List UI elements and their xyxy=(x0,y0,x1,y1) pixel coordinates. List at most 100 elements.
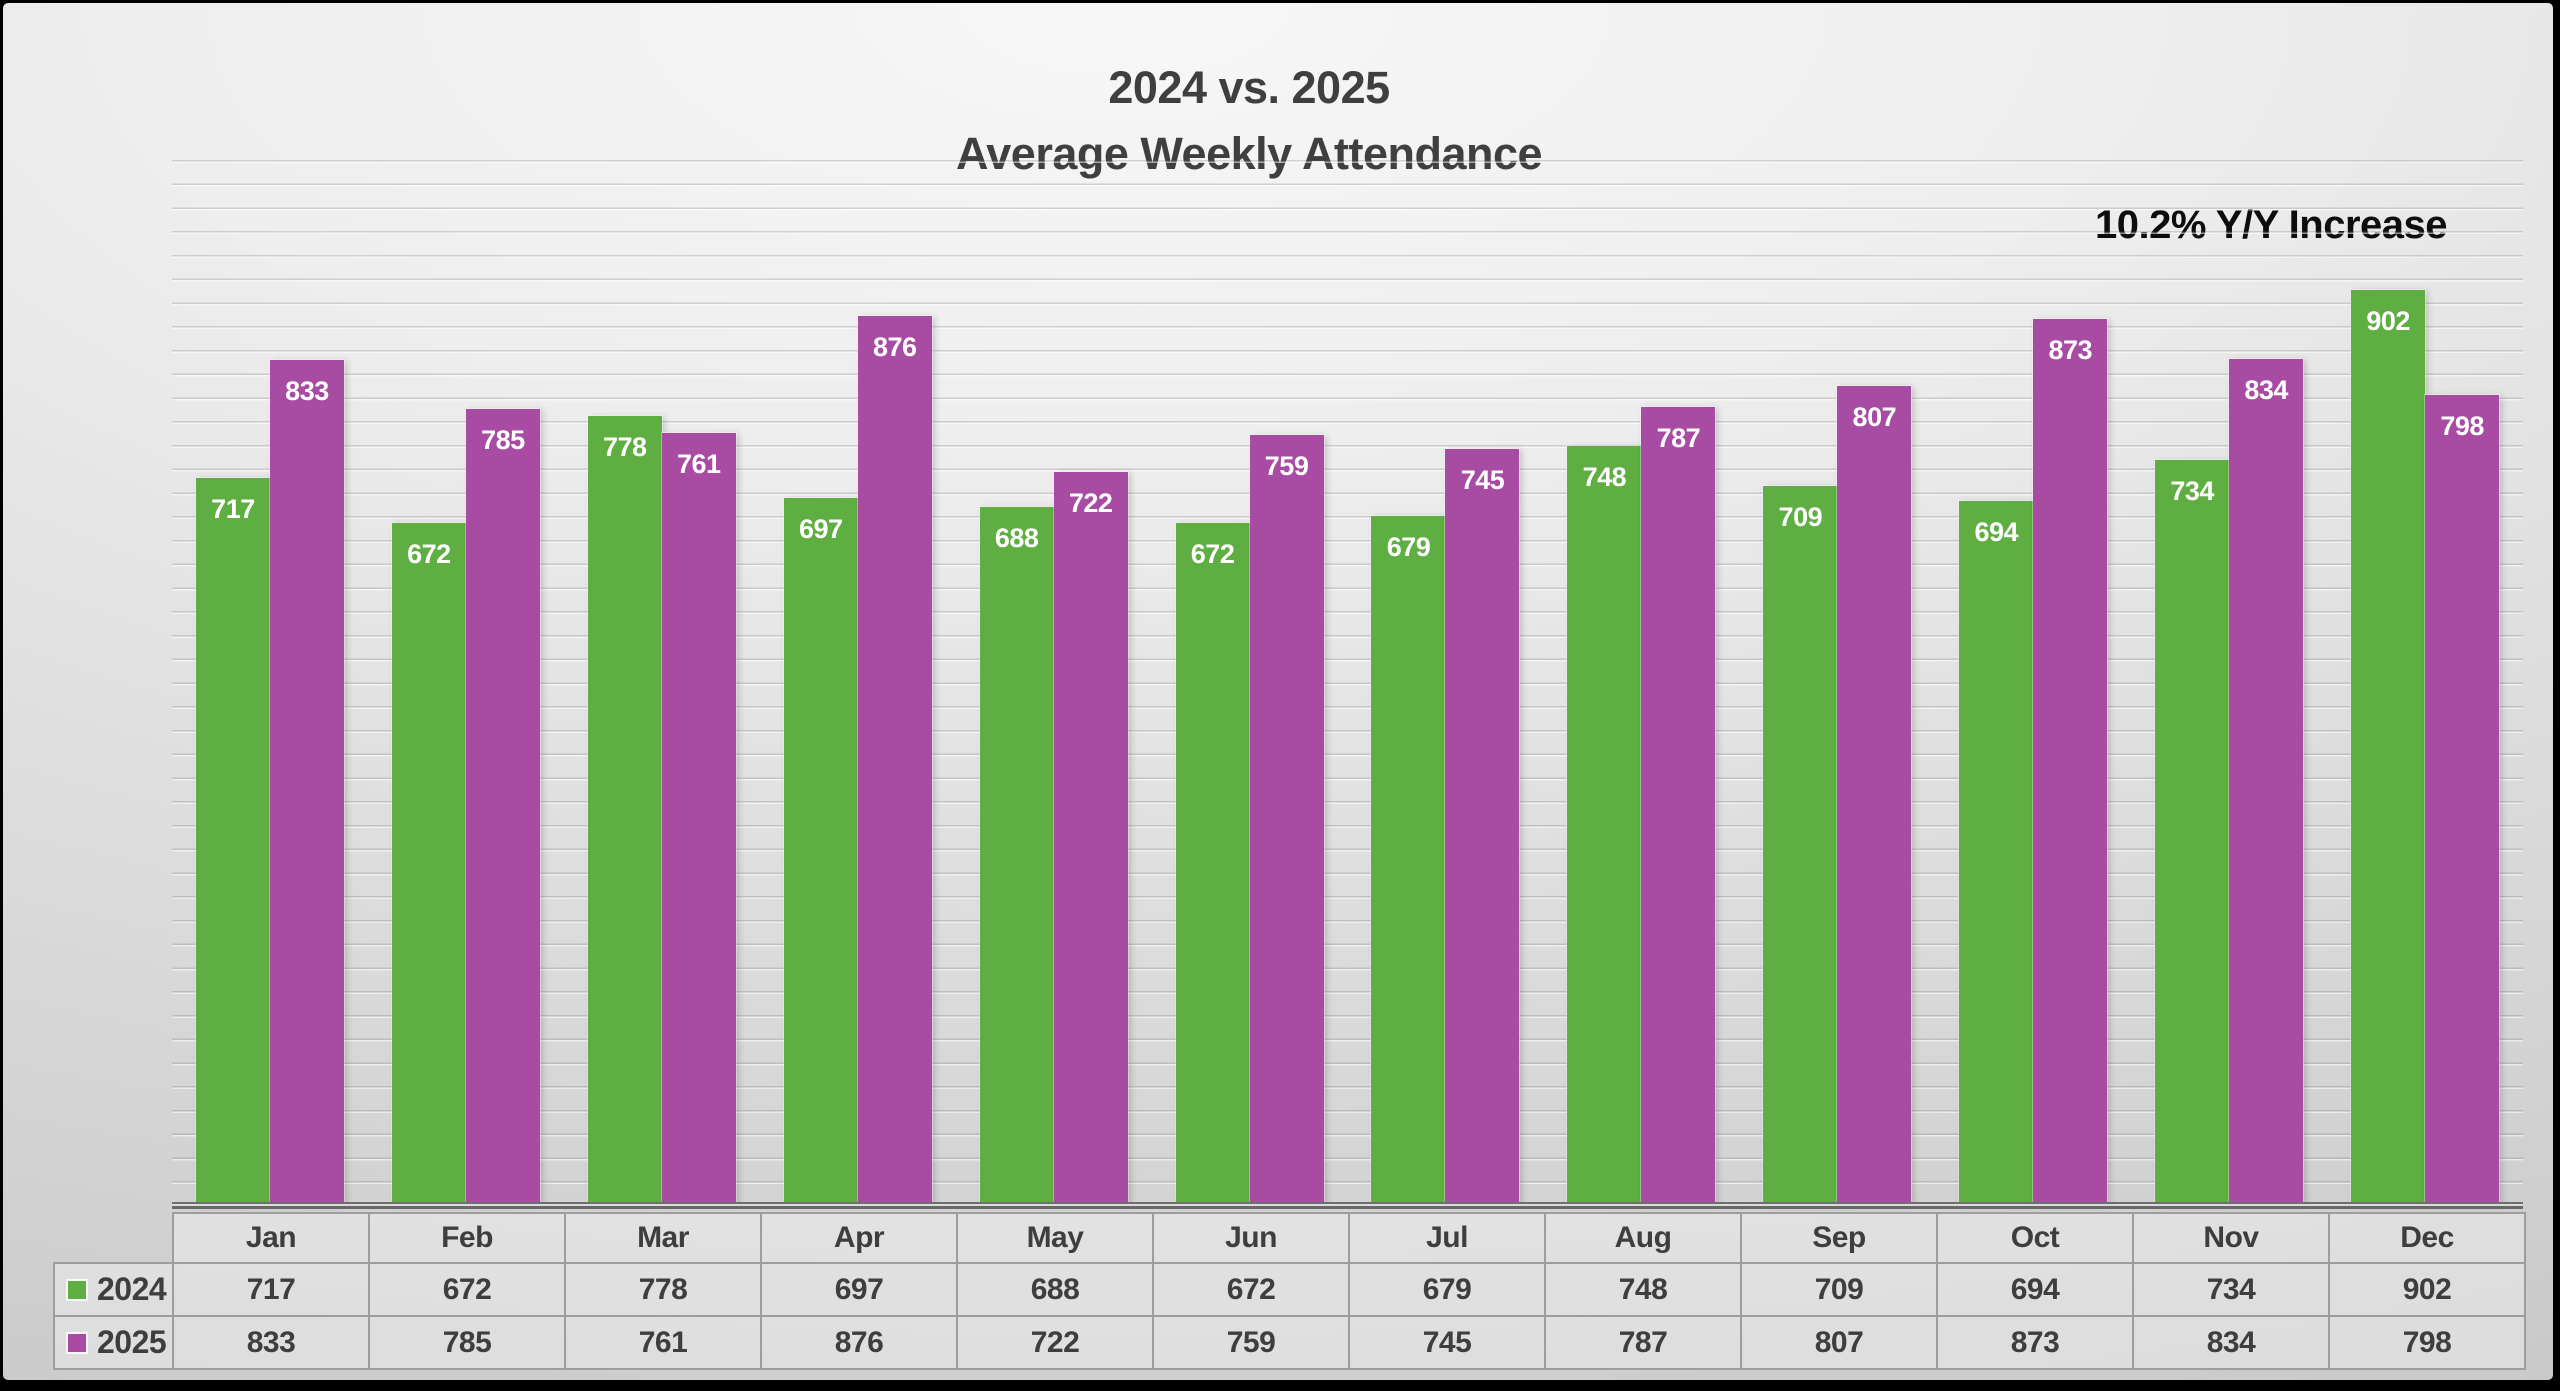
bar-group-mar: 778 761 xyxy=(564,160,760,1205)
bar-2024-nov: 734 xyxy=(2155,460,2230,1205)
bar-data-label: 873 xyxy=(2048,335,2093,365)
table-cell-2024-jun: 672 xyxy=(1152,1262,1350,1317)
bar-2024-mar: 778 xyxy=(587,416,662,1205)
bar-data-label: 717 xyxy=(211,494,255,524)
table-cell-2024-oct: 694 xyxy=(1936,1262,2134,1317)
table-header-ghost-cell xyxy=(54,1213,173,1263)
table-header-cell-aug: Aug xyxy=(1544,1212,1742,1264)
bar-2025-jan: 833 xyxy=(269,360,344,1205)
table-cell-2024-may: 688 xyxy=(956,1262,1154,1317)
bar-2025-jul: 745 xyxy=(1445,449,1520,1205)
legend-swatch-icon-2025 xyxy=(66,1331,88,1354)
table-cell-2025-jul: 745 xyxy=(1348,1315,1546,1370)
bar-2025-sep: 807 xyxy=(1837,386,1912,1205)
table-cell-2025-feb: 785 xyxy=(368,1315,566,1370)
bar-data-label: 876 xyxy=(872,332,917,362)
legend-label-2025: 2025 xyxy=(97,1324,167,1360)
bar-data-label: 787 xyxy=(1656,423,1701,453)
legend-entry-2025: 2025 xyxy=(55,1324,172,1361)
bar-group-aug: 748 787 xyxy=(1543,160,1739,1205)
bar-data-label: 778 xyxy=(603,432,647,462)
bar-2024-jun: 672 xyxy=(1175,523,1250,1205)
table-cell-2025-jan: 833 xyxy=(172,1315,370,1370)
bar-data-label: 722 xyxy=(1068,488,1113,518)
bar-2025-may: 722 xyxy=(1053,472,1128,1205)
bar-data-label: 734 xyxy=(2170,476,2214,506)
bar-data-label: 785 xyxy=(481,425,525,455)
bar-data-label: 688 xyxy=(994,523,1039,553)
table-cell-2025-may: 722 xyxy=(956,1315,1154,1370)
bar-2024-aug: 748 xyxy=(1567,446,1642,1205)
table-header-cell-oct: Oct xyxy=(1936,1212,2134,1264)
bar-group-nov: 734 834 xyxy=(2131,160,2327,1205)
bar-data-label: 697 xyxy=(798,514,843,544)
table-cell-2024-jan: 717 xyxy=(172,1262,370,1317)
legend-label-2024: 2024 xyxy=(97,1271,167,1307)
bar-data-label: 694 xyxy=(1974,517,2019,547)
table-row-2024: 2024 717 672 778 697 688 672 679 748 709 694 734 902 xyxy=(53,1262,2526,1317)
bar-2025-apr: 876 xyxy=(857,316,932,1205)
table-cell-2025-dec: 798 xyxy=(2328,1315,2526,1370)
table-header-row: Jan Feb Mar Apr May Jun Jul Aug Sep Oct Nov Dec xyxy=(54,1212,2526,1264)
table-cell-2025-sep: 807 xyxy=(1740,1315,1938,1370)
chart-title-line1: 2024 vs. 2025 xyxy=(1108,62,1390,113)
bar-group-jun: 672 759 xyxy=(1152,160,1348,1205)
table-cell-2024-dec: 902 xyxy=(2328,1262,2526,1317)
table-cell-2024-aug: 748 xyxy=(1544,1262,1742,1317)
legend-entry-2024: 2024 xyxy=(55,1271,172,1308)
bar-2024-oct: 694 xyxy=(1959,501,2034,1205)
bar-group-apr: 697 876 xyxy=(760,160,956,1205)
table-row-2025: 2025 833 785 761 876 722 759 745 787 807 873 834 798 xyxy=(53,1315,2526,1370)
bar-group-sep: 709 807 xyxy=(1739,160,1935,1205)
bar-2025-nov: 834 xyxy=(2229,359,2304,1205)
bar-group-jan: 717 833 xyxy=(172,160,368,1205)
bar-data-label: 759 xyxy=(1264,451,1309,481)
table-header-cell-feb: Feb xyxy=(368,1212,566,1264)
table-body: Jan Feb Mar Apr May Jun Jul Aug Sep Oct Nov Dec 2024… xyxy=(53,1212,2526,1370)
bar-group-dec: 902 798 xyxy=(2327,160,2523,1205)
bar-2024-may: 688 xyxy=(979,507,1054,1205)
table-cell-2025-apr: 876 xyxy=(760,1315,958,1370)
bar-data-label: 798 xyxy=(2440,411,2484,441)
category-axis-line xyxy=(172,1202,2523,1209)
bar-group-may: 688 722 xyxy=(956,160,1152,1205)
bar-2024-jan: 717 xyxy=(195,478,270,1205)
legend-swatch-icon-2024 xyxy=(66,1278,88,1301)
plot-area: 717 833 672 785 778 761 697 876 688 722 672 759 679 7… xyxy=(172,160,2523,1205)
bar-data-label: 761 xyxy=(677,449,721,479)
bar-2024-jul: 679 xyxy=(1371,516,1446,1205)
table-header-cell-mar: Mar xyxy=(564,1212,762,1264)
bar-group-jul: 679 745 xyxy=(1348,160,1544,1205)
bar-2024-dec: 902 xyxy=(2351,290,2426,1205)
table-cell-2024-jul: 679 xyxy=(1348,1262,1546,1317)
bar-2025-mar: 761 xyxy=(661,433,736,1205)
bar-data-label: 672 xyxy=(407,539,451,569)
slide-background: 2024 vs. 2025 Average Weekly Attendance … xyxy=(3,3,2553,1380)
bar-2024-feb: 672 xyxy=(391,523,466,1205)
table-header-cell-jun: Jun xyxy=(1152,1212,1350,1264)
bar-data-label: 745 xyxy=(1460,465,1505,495)
table-cell-2024-mar: 778 xyxy=(564,1262,762,1317)
table-cell-2025-oct: 873 xyxy=(1936,1315,2134,1370)
table-cell-2024-sep: 709 xyxy=(1740,1262,1938,1317)
bar-2024-sep: 709 xyxy=(1763,486,1838,1205)
table-header-cell-may: May xyxy=(956,1212,1154,1264)
table-header-cell-jan: Jan xyxy=(172,1212,370,1264)
legend-cell-2025: 2025 xyxy=(53,1315,174,1370)
bar-data-label: 834 xyxy=(2244,375,2288,405)
bar-data-label: 748 xyxy=(1582,462,1627,492)
bar-data-label: 672 xyxy=(1190,539,1235,569)
table-cell-2025-jun: 759 xyxy=(1152,1315,1350,1370)
bar-data-label: 679 xyxy=(1386,532,1431,562)
bar-group-feb: 672 785 xyxy=(368,160,564,1205)
table-header-cell-sep: Sep xyxy=(1740,1212,1938,1264)
bar-2024-apr: 697 xyxy=(783,498,858,1205)
table-header-cell-dec: Dec xyxy=(2328,1212,2526,1264)
bar-data-label: 902 xyxy=(2366,306,2410,336)
table-header-cell-nov: Nov xyxy=(2132,1212,2330,1264)
bar-2025-jun: 759 xyxy=(1249,435,1324,1205)
bar-group-oct: 694 873 xyxy=(1935,160,2131,1205)
bar-data-label: 709 xyxy=(1778,502,1823,532)
bar-2025-aug: 787 xyxy=(1641,407,1716,1205)
table-cell-2025-mar: 761 xyxy=(564,1315,762,1370)
